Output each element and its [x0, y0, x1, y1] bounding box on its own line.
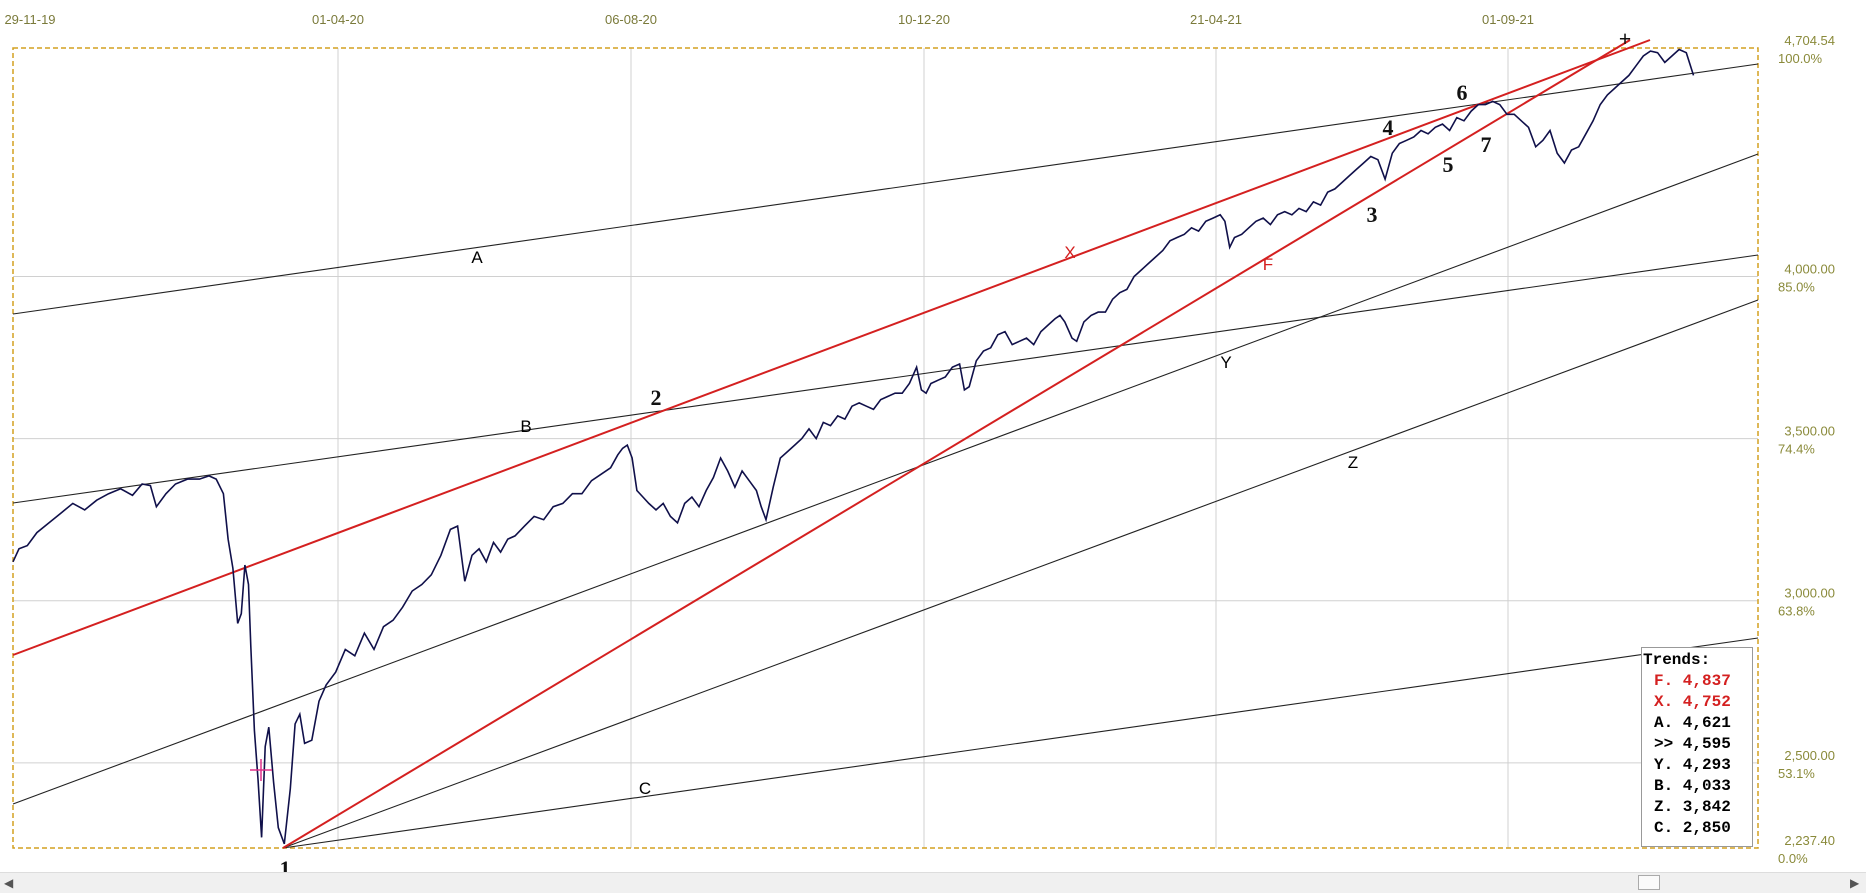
legend-row: B. 4,033	[1654, 777, 1731, 795]
y-tick-value: 4,704.54	[1784, 33, 1835, 48]
wave-label-3: 3	[1367, 202, 1378, 227]
y-tick-percent: 0.0%	[1778, 851, 1808, 866]
legend-row: >> 4,595	[1654, 735, 1731, 753]
wave-label-1: 1	[280, 856, 291, 872]
y-tick-value: 3,500.00	[1784, 424, 1835, 439]
scroll-left-arrow-icon[interactable]: ◀	[4, 876, 14, 890]
x-tick-label: 01-09-21	[1482, 12, 1534, 27]
legend-row: C. 2,850	[1654, 819, 1731, 837]
wave-label-2: 2	[651, 385, 662, 410]
x-tick-label: 06-08-20	[605, 12, 657, 27]
y-tick-percent: 74.4%	[1778, 442, 1815, 457]
x-tick-label: 01-04-20	[312, 12, 364, 27]
trend-line-a	[12, 63, 1759, 315]
y-tick-value: 4,000.00	[1784, 261, 1835, 276]
wave-label-5: 5	[1443, 152, 1454, 177]
wave-label-7: 7	[1481, 132, 1492, 157]
scroll-thumb[interactable]	[1638, 875, 1660, 890]
legend-row: Z. 3,842	[1654, 798, 1731, 816]
legend-row: X. 4,752	[1654, 693, 1731, 711]
trend-line-y	[12, 153, 1759, 805]
y-tick-percent: 85.0%	[1778, 279, 1815, 294]
trend-label-x: X	[1064, 243, 1075, 262]
legend-row: A. 4,621	[1654, 714, 1731, 732]
y-tick-percent: 53.1%	[1778, 766, 1815, 781]
trend-line-b	[12, 254, 1759, 504]
legend-title: Trends:	[1643, 651, 1711, 669]
price-chart: 29-11-19 01-04-20 06-08-20 10-12-20 21-04-21…	[4, 12, 1835, 872]
y-tick-value: 2,500.00	[1784, 748, 1835, 763]
trend-label-b: B	[520, 417, 531, 436]
x-tick-label: 10-12-20	[898, 12, 950, 27]
y-tick-value: 2,237.40	[1784, 833, 1835, 848]
price-series-line	[12, 48, 1695, 845]
x-tick-label: 29-11-19	[4, 12, 55, 27]
trend-label-y: Y	[1220, 353, 1231, 372]
grid-lines	[13, 48, 1758, 848]
trend-line-c	[282, 637, 1759, 849]
y-axis-ticks: 4,704.54 100.0% 4,000.00 85.0% 3,500.00 74.4%…	[1778, 33, 1835, 866]
trend-label-z: Z	[1348, 453, 1358, 472]
trend-label-f: F	[1263, 255, 1273, 274]
wave-label-4: 4	[1383, 115, 1394, 140]
legend-row: F. 4,837	[1654, 672, 1731, 690]
x-axis-ticks: 29-11-19 01-04-20 06-08-20 10-12-20 21-04-21…	[4, 12, 1534, 27]
scroll-right-arrow-icon[interactable]: ▶	[1850, 876, 1860, 890]
y-tick-percent: 63.8%	[1778, 604, 1815, 619]
y-tick-percent: 100.0%	[1778, 51, 1823, 66]
trend-lines	[12, 39, 1759, 849]
trends-legend: Trends: F. 4,837 X. 4,752 A. 4,621 >> 4,595…	[1641, 647, 1753, 847]
wave-label-6: 6	[1457, 80, 1468, 105]
horizontal-scrollbar[interactable]: ◀ ▶	[0, 872, 1866, 893]
trend-label-c: C	[639, 779, 651, 798]
y-tick-value: 3,000.00	[1784, 586, 1835, 601]
trend-line-x	[12, 39, 1651, 656]
x-tick-label: 21-04-21	[1190, 12, 1242, 27]
legend-row: Y. 4,293	[1654, 756, 1731, 774]
top-marker: +	[1619, 26, 1632, 51]
chart-annotations: 1 2 3 4 5 6 7 A B C X F Y Z +	[250, 26, 1631, 872]
trend-line-f	[282, 39, 1631, 849]
trend-line-z	[282, 299, 1759, 849]
plot-frame	[12, 47, 1759, 849]
trend-label-a: A	[471, 248, 483, 267]
